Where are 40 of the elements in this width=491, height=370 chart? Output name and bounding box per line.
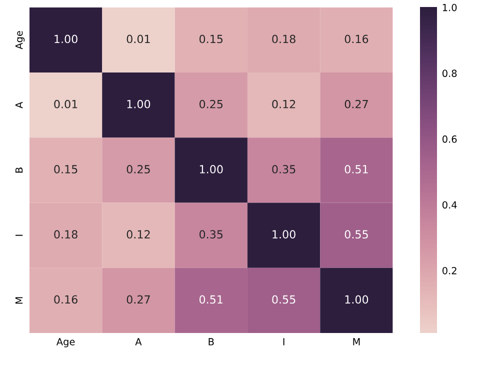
y-tick-label: A xyxy=(15,102,23,108)
data-label: 0.25 xyxy=(126,165,150,174)
color-bar-label: 0.4 xyxy=(442,201,457,209)
data-label: 1.00 xyxy=(345,295,368,304)
data-label: 1.00 xyxy=(200,165,223,174)
data-label: 1.00 xyxy=(127,100,150,108)
color-bar-label: 0.6 xyxy=(442,135,457,143)
data-label: 1.00 xyxy=(54,34,78,44)
data-label: 0.12 xyxy=(126,230,150,239)
x-tick-label: I xyxy=(283,338,284,346)
color-bar-label: 1.0 xyxy=(442,4,457,12)
data-label: 0.51 xyxy=(199,295,222,304)
data-label: 0.16 xyxy=(54,295,78,304)
data-label: 0.12 xyxy=(272,100,296,108)
data-label: 0.27 xyxy=(126,295,150,304)
x-tick-label: B xyxy=(208,338,214,346)
data-label: 0.25 xyxy=(199,100,223,108)
data-label: 0.15 xyxy=(54,165,78,174)
data-label: 0.27 xyxy=(344,100,368,108)
data-label: 0.51 xyxy=(344,165,368,174)
data-label: 0.55 xyxy=(272,295,296,304)
y-tick-label: I xyxy=(15,234,23,236)
data-label: 1.00 xyxy=(272,230,296,239)
data-label: 0.55 xyxy=(344,230,368,239)
data-label: 0.15 xyxy=(199,34,223,44)
data-label: 0.18 xyxy=(272,34,296,44)
data-label: 0.01 xyxy=(54,100,78,108)
data-label: 0.35 xyxy=(199,230,223,239)
y-tick-label: M xyxy=(15,297,23,304)
x-tick-label: Age xyxy=(56,338,75,348)
data-label: 0.16 xyxy=(344,34,368,44)
data-label: 0.35 xyxy=(272,165,296,174)
color-bar-label: 0.2 xyxy=(442,266,456,274)
y-tick-label: B xyxy=(15,168,23,173)
color-bar-label: 0.8 xyxy=(442,70,457,78)
y-tick-label: Age xyxy=(15,31,25,50)
data-label: 0.01 xyxy=(126,34,150,44)
data-label: 0.18 xyxy=(54,230,78,239)
x-tick-label: M xyxy=(353,338,360,346)
x-tick-label: A xyxy=(135,338,142,346)
